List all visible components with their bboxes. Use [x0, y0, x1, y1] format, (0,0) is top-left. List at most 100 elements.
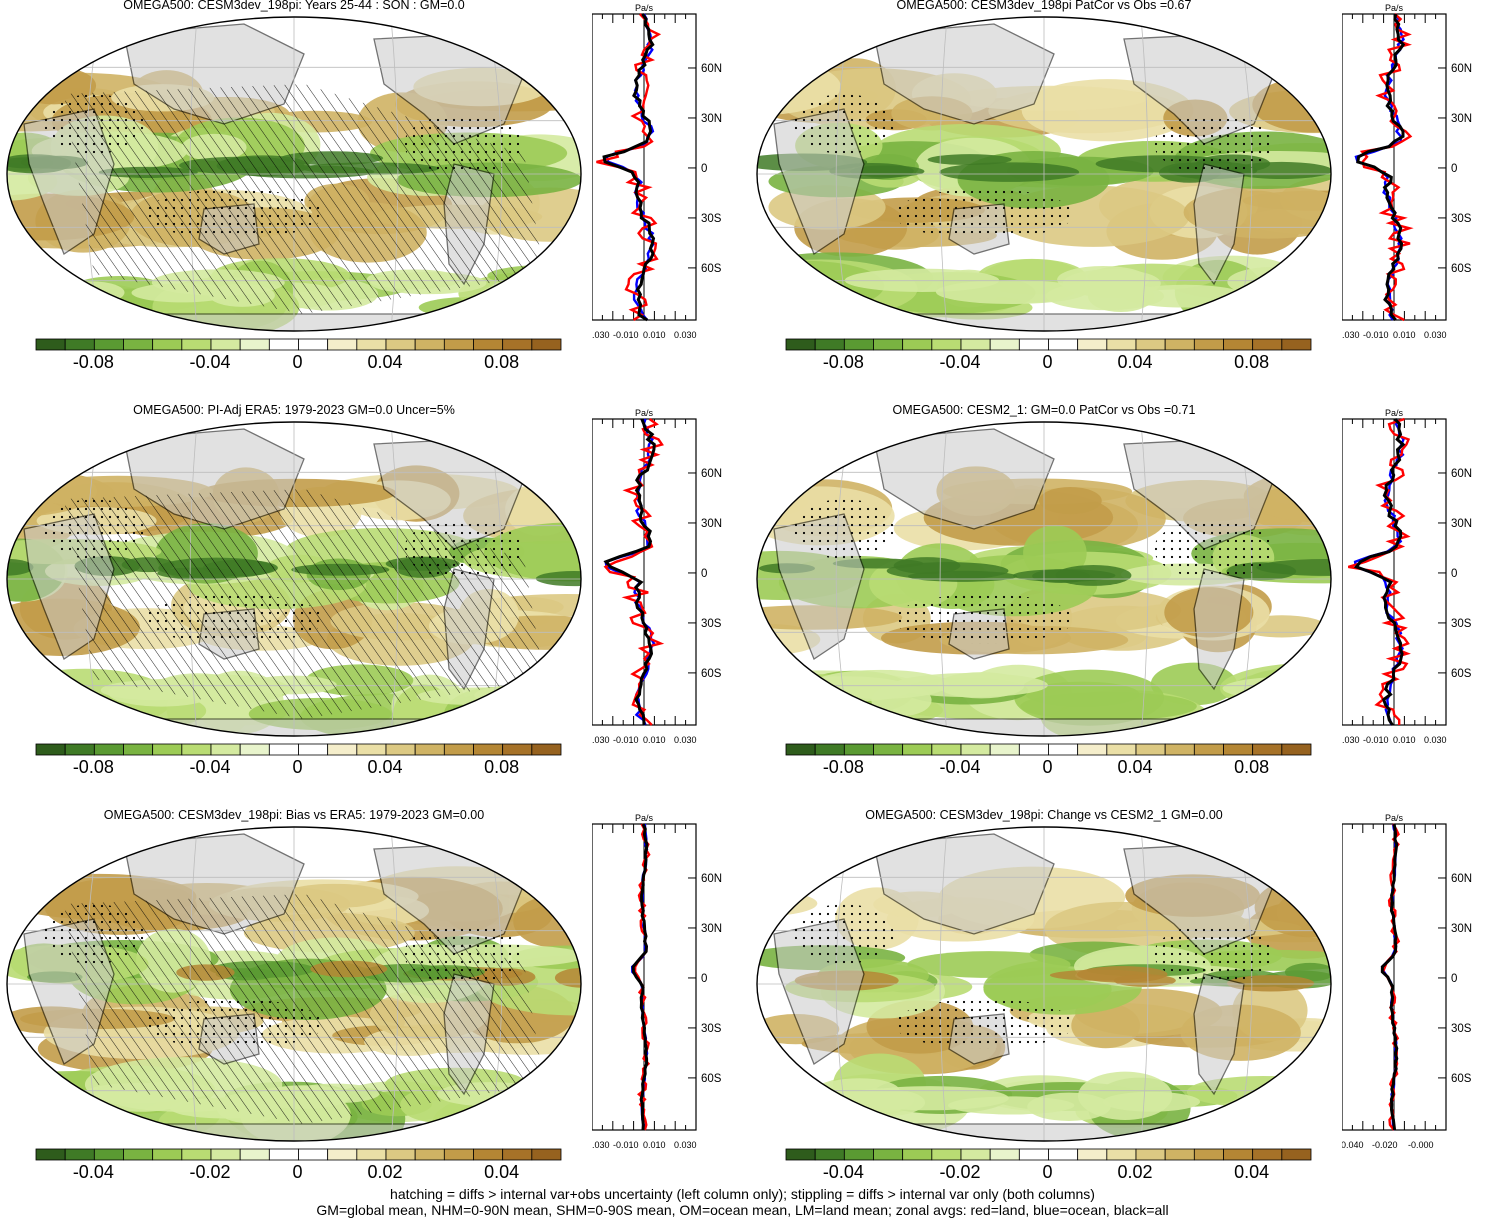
colorbar-swatch — [93, 338, 124, 351]
colorbar-swatch — [989, 1148, 1020, 1161]
profile-lat-tick: 60S — [1451, 1073, 1472, 1085]
colorbar-swatch — [902, 1148, 933, 1161]
colorbar-swatch — [1077, 743, 1108, 756]
profile-value-tick: -0.020 — [1372, 1140, 1398, 1150]
profile-lat-tick: 60N — [701, 468, 722, 480]
profile-lat-tick: 30S — [1451, 618, 1472, 630]
colorbar-swatch — [93, 743, 124, 756]
colorbar-swatch — [843, 338, 874, 351]
colorbar — [785, 1148, 1312, 1161]
colorbar — [35, 743, 562, 756]
panel-title: OMEGA500: PI-Adj ERA5: 1979-2023 GM=0.0 … — [133, 403, 455, 417]
colorbar — [35, 1148, 562, 1161]
colorbar-swatch — [327, 1148, 358, 1161]
colorbar-swatch — [843, 1148, 874, 1161]
map-robinson — [6, 421, 582, 737]
zonal-mean-profile: Pa/s 60N 30N 0 30S 60S -0.030-0.010 0.010 0.030 — [592, 813, 722, 1150]
colorbar-tick-label: -0.04 — [189, 757, 231, 777]
colorbar-swatch — [814, 1148, 845, 1161]
colorbar-tick-label: 0.08 — [1234, 757, 1270, 777]
colorbar-swatch — [298, 1148, 329, 1161]
profile-lat-tick: 60N — [1451, 468, 1472, 480]
colorbar-swatch — [785, 338, 816, 351]
colorbar-swatch — [531, 1148, 562, 1161]
colorbar-swatch — [64, 1148, 95, 1161]
colorbar-swatch — [1018, 1148, 1049, 1161]
colorbar-swatch — [1048, 1148, 1079, 1161]
colorbar-swatch — [473, 338, 504, 351]
colorbar-tick-label: -0.08 — [72, 352, 114, 372]
colorbar-tick-label: 0.08 — [484, 757, 520, 777]
profile-value-tick: 0.030 — [674, 330, 697, 340]
colorbar-swatch — [93, 1148, 124, 1161]
colorbar-tick-label: -0.08 — [72, 757, 114, 777]
footer-legend-note: GM=global mean, NHM=0-90N mean, SHM=0-90… — [316, 1202, 1169, 1218]
colorbar-swatch — [1077, 1148, 1108, 1161]
colorbar-tick-label: 0 — [292, 757, 303, 777]
colorbar-swatch — [1106, 1148, 1137, 1161]
colorbar-swatch — [268, 1148, 299, 1161]
colorbar-swatch — [902, 743, 933, 756]
panel-title: OMEGA500: CESM3dev_198pi: Bias vs ERA5: … — [103, 808, 485, 822]
profile-lat-tick: 60S — [701, 263, 722, 275]
colorbar-swatch — [473, 743, 504, 756]
colorbar-swatch — [814, 338, 845, 351]
colorbar-swatch — [123, 338, 154, 351]
profile-lat-tick: 30S — [1451, 1023, 1472, 1035]
colorbar-swatch — [1223, 743, 1254, 756]
panel-cesm2-patcor: OMEGA500: CESM2_1: GM=0.0 PatCor vs Obs … — [750, 403, 1485, 805]
colorbar-swatch — [152, 1148, 183, 1161]
colorbar-swatch — [785, 1148, 816, 1161]
profile-curve-land — [1381, 823, 1401, 1131]
profile-value-tick: -0.010 — [613, 330, 639, 340]
colorbar-swatch — [385, 1148, 416, 1161]
profile-value-tick: 0.030 — [1424, 735, 1447, 745]
profile-curve-land — [1347, 417, 1411, 725]
colorbar-swatch — [1281, 743, 1312, 756]
profile-value-tick: -0.030 — [1342, 330, 1360, 340]
profile-value-tick: -0.010 — [1363, 330, 1389, 340]
colorbar-swatch — [902, 338, 933, 351]
colorbar-swatch — [443, 338, 474, 351]
zonal-mean-profile: Pa/s 60N 30N 0 30S 60S -0.030-0.010 0.010 0.030 — [592, 408, 722, 745]
colorbar-swatch — [1252, 338, 1283, 351]
colorbar-tick-label: 0 — [1042, 1162, 1053, 1182]
colorbar-tick-label: 0 — [1042, 352, 1053, 372]
profile-value-tick: -0.000 — [1408, 1140, 1434, 1150]
colorbar-swatch — [1135, 338, 1166, 351]
colorbar-tick-label: 0.04 — [1117, 757, 1153, 777]
profile-value-tick: -0.010 — [613, 735, 639, 745]
colorbar-swatch — [64, 743, 95, 756]
profile-curve-all — [631, 823, 649, 1131]
colorbar-swatch — [931, 1148, 962, 1161]
map-robinson — [6, 826, 582, 1142]
colorbar-swatch — [181, 1148, 212, 1161]
profile-lat-tick: 0 — [701, 568, 707, 580]
profile-curve-land — [1359, 13, 1414, 322]
zonal-mean-profile: Pa/s 60N 30N 0 30S 60S -0.040 -0.020 -0.000 — [1342, 813, 1472, 1150]
zonal-mean-profile: Pa/s 60N 30N 0 30S 60S -0.030-0.010 0.010 0.030 — [1342, 408, 1472, 745]
panel-model-patcor: OMEGA500: CESM3dev_198pi PatCor vs Obs =… — [750, 0, 1485, 400]
colorbar-tick-label: 0.08 — [1234, 352, 1270, 372]
colorbar-tick-label: -0.08 — [822, 757, 864, 777]
profile-value-tick: -0.030 — [1342, 735, 1360, 745]
colorbar-swatch — [414, 1148, 445, 1161]
profile-lat-tick: 60S — [1451, 668, 1472, 680]
colorbar-swatch — [385, 338, 416, 351]
colorbar-swatch — [1077, 338, 1108, 351]
profile-unit-label: Pa/s — [635, 3, 654, 13]
panel-title: OMEGA500: CESM2_1: GM=0.0 PatCor vs Obs … — [892, 403, 1196, 417]
colorbar-swatch — [1252, 1148, 1283, 1161]
colorbar-tick-label: 0 — [1042, 757, 1053, 777]
colorbar-swatch — [1135, 1148, 1166, 1161]
profile-unit-label: Pa/s — [1385, 3, 1404, 13]
profile-curve-all — [1353, 417, 1406, 726]
colorbar-tick-label: -0.04 — [822, 1162, 864, 1182]
profile-lat-tick: 0 — [1451, 163, 1457, 175]
profile-lat-tick: 60N — [1451, 873, 1472, 885]
colorbar-swatch — [152, 338, 183, 351]
colorbar-swatch — [210, 338, 241, 351]
profile-lat-tick: 30N — [701, 923, 722, 935]
colorbar-tick-label: 0.02 — [367, 1162, 403, 1182]
colorbar-swatch — [181, 743, 212, 756]
